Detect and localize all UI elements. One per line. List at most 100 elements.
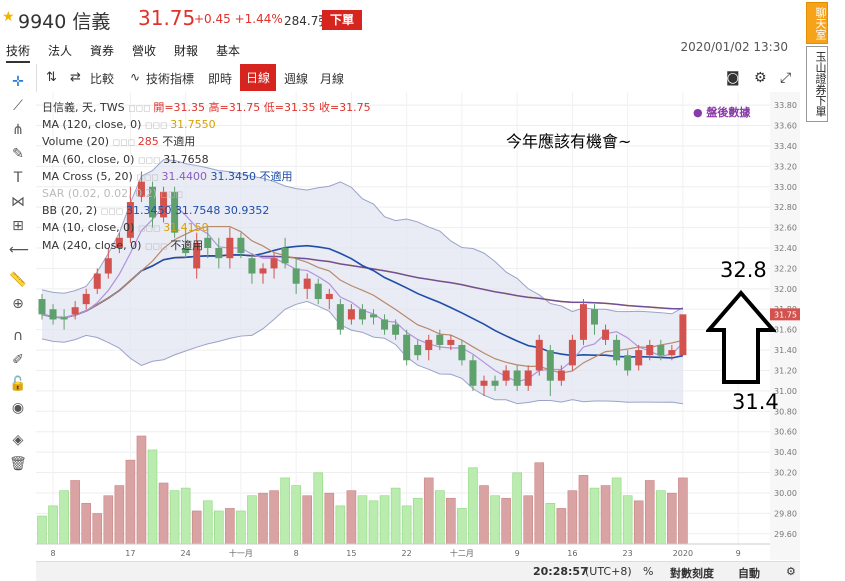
interval-intraday[interactable]: 即時 bbox=[208, 72, 233, 86]
back-arrow-icon[interactable]: ⟵ bbox=[9, 242, 30, 258]
pattern-icon[interactable]: ⋈ bbox=[11, 194, 25, 210]
date-tick: 8 bbox=[51, 549, 56, 558]
candle-body bbox=[270, 258, 278, 269]
ruler-icon[interactable]: 📏 bbox=[9, 272, 27, 288]
volume-bar bbox=[147, 449, 158, 545]
auto-scale-toggle[interactable]: 自動 bbox=[738, 567, 760, 580]
indicator-row[interactable]: MA (10, close, 0) ◻◻◻ 31.4150 bbox=[42, 220, 371, 237]
brush-icon[interactable]: ✎ bbox=[12, 146, 24, 162]
indicator-name: MA (10, close, 0) bbox=[42, 221, 138, 235]
candle-body bbox=[71, 307, 79, 315]
camera-icon[interactable]: ◙ bbox=[726, 70, 740, 86]
indicator-row[interactable]: MA (120, close, 0) ◻◻◻ 31.7550 bbox=[42, 117, 371, 134]
date-tick: 24 bbox=[181, 549, 191, 558]
candle-body bbox=[370, 314, 377, 318]
crosshair-icon[interactable]: ✛ bbox=[12, 74, 24, 90]
chatroom-button[interactable]: 聊天室 bbox=[806, 2, 828, 44]
eye-icon[interactable]: ◉ bbox=[11, 400, 25, 416]
volume-bar bbox=[479, 485, 489, 545]
text-icon[interactable]: T bbox=[13, 170, 23, 186]
indicator-row[interactable]: 日信義, 天, TWS ◻◻◻ 開=31.35 高=31.75 低=31.35 … bbox=[42, 100, 371, 117]
tab-fundamentals[interactable]: 基本 bbox=[216, 44, 241, 58]
candle-body bbox=[679, 314, 687, 356]
interval-daily[interactable]: 日線 bbox=[240, 64, 277, 91]
tab-financials[interactable]: 財報 bbox=[174, 44, 199, 58]
candle-body bbox=[591, 309, 598, 325]
chart-toolbar: ⇅ ⇄ 比較 ∿ 技術指標 即時 日線 週線 月線 ◙ ⚙ ⤢ bbox=[36, 64, 800, 93]
indicator-icon[interactable]: ∿ bbox=[130, 70, 141, 84]
adjust-icon[interactable]: ⇅ bbox=[46, 70, 57, 85]
tab-margin[interactable]: 資券 bbox=[90, 44, 115, 58]
favorite-star-icon[interactable]: ★ bbox=[2, 9, 15, 25]
volume-bar bbox=[678, 477, 688, 545]
price-chart[interactable]: 33.80 33.60 33.40 33.20 33.00 32.80 32.60 32.40… bbox=[36, 92, 800, 560]
indicator-name: SAR (0.02, 0.02, 0.2) bbox=[42, 187, 161, 201]
tab-revenue[interactable]: 營收 bbox=[132, 44, 157, 58]
candle-body bbox=[568, 339, 576, 366]
compare-button[interactable]: 比較 bbox=[90, 72, 115, 86]
volume-bar bbox=[280, 477, 290, 545]
volume-bar bbox=[302, 495, 313, 545]
order-button[interactable]: 下單 bbox=[322, 10, 362, 30]
date-tick: 9 bbox=[736, 549, 741, 558]
volume-bar bbox=[158, 482, 169, 545]
price-tick: 30.40 bbox=[774, 448, 797, 457]
candle-body bbox=[204, 237, 212, 248]
status-bar: 20:28:57 (UTC+8) % 對數刻度 自動 ⚙ bbox=[36, 561, 800, 581]
fullscreen-icon[interactable]: ⤢ bbox=[780, 70, 792, 86]
ma10-line bbox=[41, 225, 684, 374]
candle-body bbox=[436, 334, 444, 345]
pencil-lock-icon[interactable]: ✐ bbox=[12, 352, 24, 368]
after-hours-label[interactable]: ● 盤後數據 bbox=[693, 106, 751, 119]
indicator-name: MA (60, close, 0) bbox=[42, 152, 138, 166]
volume-bar bbox=[556, 508, 567, 545]
price-tick: 33.80 bbox=[774, 101, 797, 110]
broker-order-button[interactable]: 玉山證券下單 bbox=[806, 46, 828, 122]
timezone[interactable]: (UTC+8) bbox=[585, 565, 632, 578]
candle-body bbox=[149, 186, 156, 218]
indicator-row[interactable]: BB (20, 2) ◻◻◻ 31.3450 31.7548 30.9352 bbox=[42, 203, 371, 220]
indicator-controls-icon: ◻◻◻ bbox=[160, 190, 183, 201]
price-tick: 32.40 bbox=[774, 244, 797, 253]
indicator-row[interactable]: MA Cross (5, 20) ◻◻◻ 31.4400 31.3450 不適用 bbox=[42, 169, 371, 186]
gear-icon[interactable]: ⚙ bbox=[754, 70, 767, 86]
candle-body bbox=[579, 304, 587, 340]
volume-bar bbox=[59, 490, 69, 545]
indicator-row[interactable]: MA (240, close, 0) ◻◻◻ 不適用 bbox=[42, 238, 371, 255]
trendline-icon[interactable]: ⟋ bbox=[13, 98, 23, 114]
indicator-value: 31.3450 bbox=[125, 204, 175, 218]
indicator-value: 31.7548 bbox=[174, 204, 224, 218]
layers-icon[interactable]: ◈ bbox=[12, 432, 24, 448]
volume-bar bbox=[457, 508, 467, 545]
volume-bar bbox=[125, 459, 136, 545]
price-tick: 30.60 bbox=[774, 428, 797, 437]
candle-body bbox=[292, 268, 300, 284]
interval-monthly[interactable]: 月線 bbox=[320, 72, 345, 86]
indicator-value: 不適用 bbox=[170, 238, 204, 252]
compare-icon[interactable]: ⇄ bbox=[70, 70, 81, 85]
candle-body bbox=[38, 299, 46, 315]
magnet-icon[interactable]: ∩ bbox=[12, 328, 24, 344]
tab-technical[interactable]: 技術 bbox=[6, 42, 31, 63]
indicator-row[interactable]: SAR (0.02, 0.02, 0.2) ◻◻◻ bbox=[42, 186, 371, 203]
candle-body bbox=[403, 334, 411, 361]
info-tabs: 技術 法人 資券 營收 財報 基本 bbox=[0, 38, 800, 63]
settings-icon[interactable]: ⚙ bbox=[786, 565, 796, 578]
indicators-button[interactable]: 技術指標 bbox=[146, 72, 195, 86]
indicator-row[interactable]: Volume (20) ◻◻◻ 285 不適用 bbox=[42, 134, 371, 151]
fork-icon[interactable]: ⋔ bbox=[12, 122, 24, 138]
volume-bar bbox=[114, 485, 125, 545]
lock-icon[interactable]: 🔓 bbox=[9, 376, 27, 392]
indicator-row[interactable]: MA (60, close, 0) ◻◻◻ 31.7658 bbox=[42, 152, 371, 169]
percent-toggle[interactable]: % bbox=[643, 565, 654, 578]
quote-header: ★ 9940 信義 31.75 +0.45 +1.44% 284.7張 下單 bbox=[0, 0, 800, 38]
zoom-in-icon[interactable]: ⊕ bbox=[12, 296, 24, 312]
price-tick: 31.20 bbox=[774, 366, 797, 375]
candle-body bbox=[115, 237, 123, 248]
interval-weekly[interactable]: 週線 bbox=[284, 72, 309, 86]
tab-institutional[interactable]: 法人 bbox=[48, 44, 73, 58]
log-scale-toggle[interactable]: 對數刻度 bbox=[670, 567, 714, 580]
price-change: +0.45 +1.44% bbox=[194, 12, 283, 26]
trash-icon[interactable]: 🗑 bbox=[9, 456, 27, 472]
fibonacci-icon[interactable]: ⊞ bbox=[12, 218, 24, 234]
